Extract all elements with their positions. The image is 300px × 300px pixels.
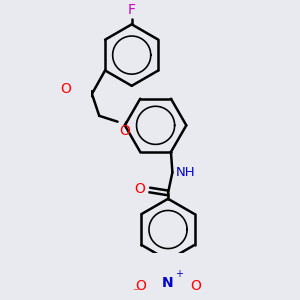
Text: O: O	[190, 279, 201, 293]
Text: +: +	[175, 269, 183, 279]
Text: O: O	[120, 124, 130, 138]
Text: O: O	[60, 82, 71, 96]
Text: F: F	[128, 3, 136, 17]
Text: O: O	[135, 279, 146, 293]
Text: ⁻: ⁻	[133, 286, 139, 299]
Text: N: N	[162, 276, 174, 290]
Text: NH: NH	[176, 166, 196, 179]
Text: O: O	[134, 182, 145, 196]
